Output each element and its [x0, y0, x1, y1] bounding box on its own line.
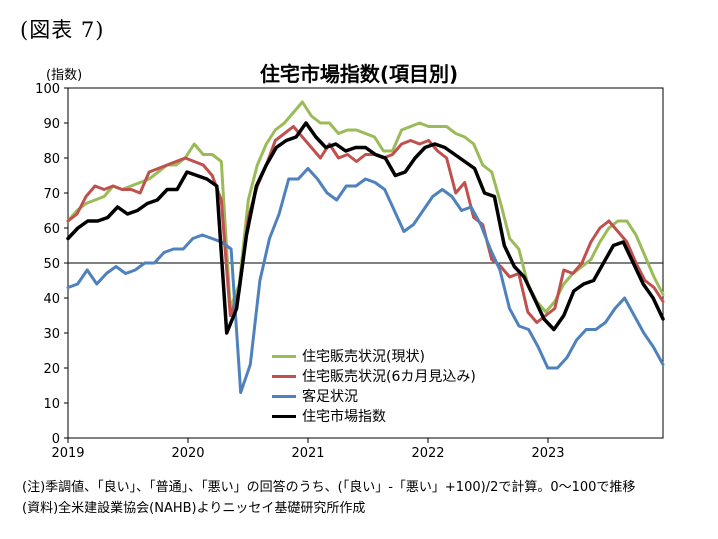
chart-legend: 住宅販売状況(現状) 住宅販売状況(6カ月見込み) 客足状況 住宅市場指数: [272, 346, 476, 426]
y-tick-label: 30: [43, 327, 60, 342]
legend-label: 客足状況: [302, 389, 358, 405]
y-tick-label: 70: [43, 187, 60, 202]
footnote: (注)季調値、「良い」、「普通」、「悪い」の回答のうち、(「良い」-「悪い」+1…: [22, 480, 636, 495]
series-line-1: [66, 125, 665, 324]
y-tick-label: 90: [43, 117, 60, 132]
legend-label: 住宅販売状況(現状): [302, 349, 425, 365]
legend-item-sales-expected: 住宅販売状況(6カ月見込み): [272, 366, 476, 386]
series-line-3: [66, 121, 665, 335]
legend-item-hmi: 住宅市場指数: [272, 406, 476, 426]
legend-swatch: [272, 374, 296, 378]
legend-item-traffic: 客足状況: [272, 386, 476, 406]
figure-label: (図表 7): [20, 18, 105, 42]
series-line-2: [66, 167, 665, 394]
y-tick-label: 20: [43, 362, 60, 377]
x-tick-label: 2023: [531, 446, 564, 461]
y-axis-unit-label: (指数): [46, 68, 83, 83]
x-tick-label: 2019: [51, 446, 84, 461]
y-tick-label: 0: [52, 432, 60, 447]
chart-title: 住宅市場指数(項目別): [259, 62, 459, 86]
legend-swatch: [272, 414, 296, 418]
legend-label: 住宅市場指数: [302, 409, 386, 425]
x-tick-label: 2022: [411, 446, 444, 461]
y-tick-label: 40: [43, 292, 60, 307]
x-tick-label: 2021: [291, 446, 324, 461]
legend-item-sales-current: 住宅販売状況(現状): [272, 346, 476, 366]
y-tick-label: 50: [43, 257, 60, 272]
legend-swatch: [272, 354, 296, 358]
line-chart: 0 10 20 30 40 50 60 70 80 90 100 2019 2020 2021 2022 20…: [35, 82, 665, 461]
legend-swatch: [272, 394, 296, 398]
y-tick-label: 100: [35, 82, 60, 97]
y-tick-label: 80: [43, 152, 60, 167]
source-note: (資料)全米建設業協会(NAHB)よりニッセイ基礎研究所作成: [22, 501, 366, 516]
legend-label: 住宅販売状況(6カ月見込み): [302, 369, 476, 385]
y-tick-label: 60: [43, 222, 60, 237]
series-line-0: [66, 100, 665, 314]
x-tick-label: 2020: [171, 446, 204, 461]
y-tick-label: 10: [43, 397, 60, 412]
